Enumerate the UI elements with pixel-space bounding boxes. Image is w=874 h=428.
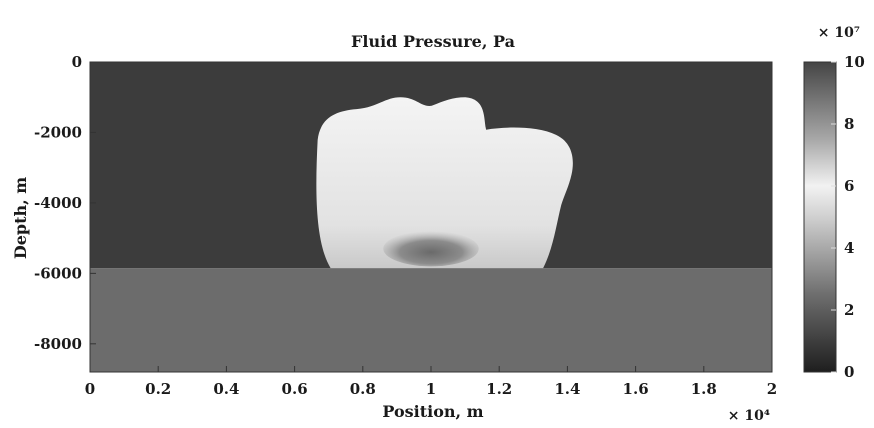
x-tick-label: 0.6 — [282, 380, 308, 398]
y-tick-label: 0 — [72, 53, 82, 71]
colorbar — [804, 62, 836, 372]
region-plume-core — [383, 231, 478, 266]
colorbar-tick-label: 2 — [844, 301, 854, 319]
x-axis-title: Position, m — [382, 402, 483, 421]
y-tick-label: -4000 — [34, 194, 82, 212]
y-tick-label: -2000 — [34, 123, 82, 141]
region-lower-layer — [90, 268, 772, 372]
x-tick-label: 1.2 — [486, 380, 512, 398]
colorbar-tick-label: 6 — [844, 177, 854, 195]
x-axis-multiplier: × 10⁴ — [728, 408, 770, 424]
x-tick-label: 0.8 — [350, 380, 376, 398]
colorbar-tick-label: 10 — [844, 53, 865, 71]
chart-title: Fluid Pressure, Pa — [351, 32, 515, 51]
y-tick-label: -6000 — [34, 264, 82, 282]
x-tick-label: 0.4 — [213, 380, 239, 398]
plot-area — [90, 62, 772, 372]
y-tick-label: -8000 — [34, 335, 82, 353]
x-tick-label: 0.2 — [145, 380, 171, 398]
colorbar-multiplier: × 10⁷ — [818, 25, 860, 41]
colorbar-tick-label: 0 — [844, 363, 854, 381]
x-tick-label: 1.4 — [554, 380, 580, 398]
x-tick-label: 1 — [426, 380, 436, 398]
x-tick-label: 1.6 — [623, 380, 649, 398]
x-tick-label: 0 — [85, 380, 95, 398]
y-axis-ticks: 0 -2000 -4000 -6000 -8000 — [34, 53, 96, 353]
y-axis-title: Depth, m — [11, 177, 30, 259]
x-tick-label: 1.8 — [691, 380, 717, 398]
x-tick-label: 2 — [767, 380, 777, 398]
colorbar-tick-label: 4 — [844, 239, 854, 257]
colorbar-tick-label: 8 — [844, 115, 854, 133]
